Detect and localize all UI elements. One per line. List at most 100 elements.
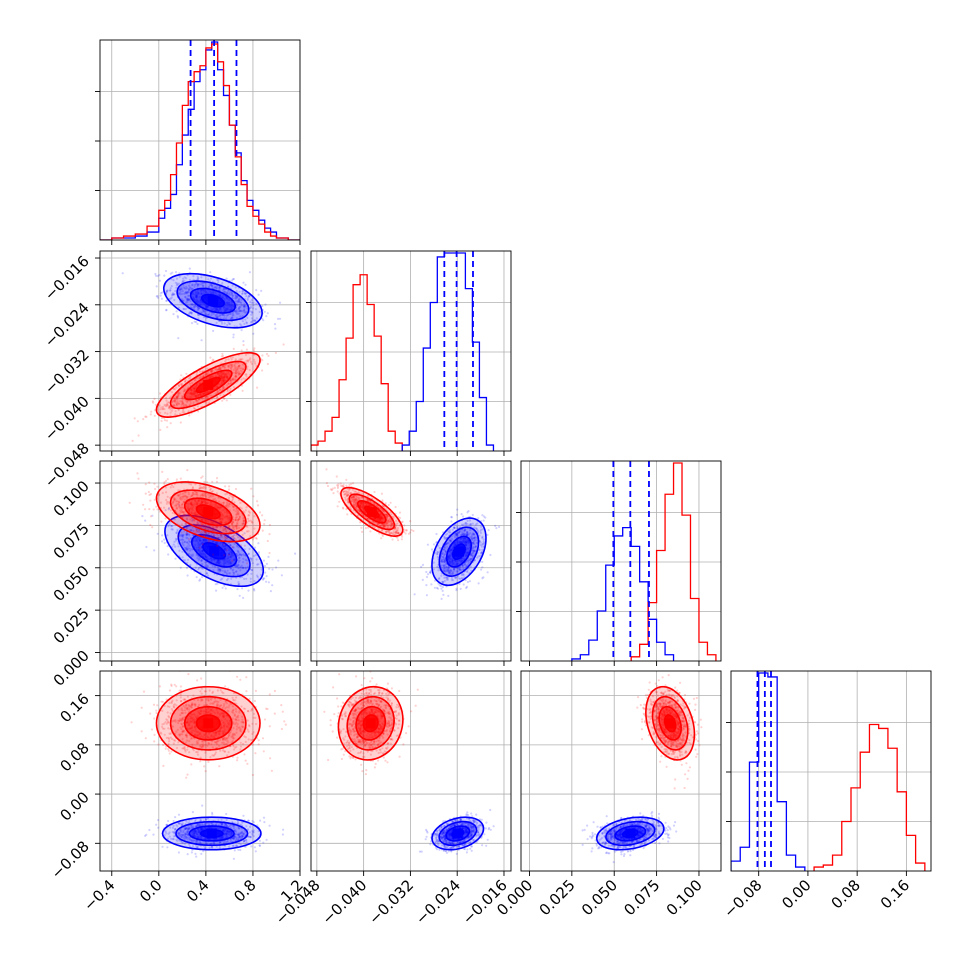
scatter-point (236, 511, 239, 515)
scatter-point (450, 539, 453, 542)
scatter-point (182, 500, 185, 504)
scatter-point (443, 560, 446, 563)
scatter-point (185, 285, 188, 288)
scatter-point (440, 597, 443, 601)
scatter-point (428, 571, 431, 574)
scatter-point (229, 544, 232, 547)
scatter-point (179, 496, 182, 499)
scatter-point (219, 366, 222, 370)
scatter-point (219, 568, 222, 572)
scatter-point (242, 566, 245, 569)
scatter-point (178, 534, 181, 537)
scatter-point (215, 499, 218, 502)
scatter-point (238, 582, 241, 586)
scatter-point (256, 500, 259, 503)
scatter-point (246, 316, 249, 319)
scatter-point (203, 525, 206, 528)
scatter-point (208, 284, 211, 287)
scatter-point (153, 498, 156, 501)
scatter-point (472, 547, 475, 550)
scatter-point (206, 395, 209, 398)
scatter-point (215, 369, 219, 372)
scatter-point (249, 535, 252, 538)
scatter-point (231, 311, 234, 315)
scatter-point (196, 283, 200, 286)
scatter-point (193, 306, 196, 309)
scatter-point (208, 285, 211, 289)
scatter-point (227, 528, 230, 531)
scatter-point (171, 293, 174, 296)
scatter-point (229, 567, 233, 570)
scatter-point (243, 554, 246, 557)
scatter-point (181, 402, 184, 405)
scatter-point (189, 375, 192, 378)
scatter-point (184, 380, 187, 383)
scatter-point (247, 530, 250, 533)
scatter-point (248, 511, 252, 514)
scatter-point (242, 557, 245, 560)
scatter-point (249, 557, 252, 560)
scatter-point (239, 538, 242, 541)
scatter-point (476, 530, 479, 533)
scatter-point (238, 300, 241, 303)
scatter-point (178, 549, 181, 552)
scatter-point (480, 525, 483, 528)
scatter-point (185, 533, 188, 536)
scatter-point (145, 545, 148, 549)
scatter-point (180, 523, 183, 526)
scatter-point (426, 573, 430, 576)
scatter-point (148, 508, 151, 511)
scatter-point (204, 312, 207, 316)
scatter-point (473, 537, 476, 540)
scatter-point (232, 368, 235, 371)
scatter-point (198, 283, 201, 286)
scatter-point (199, 578, 202, 581)
scatter-point (458, 568, 462, 571)
scatter-point (208, 532, 211, 535)
scatter-point (341, 506, 344, 509)
scatter-point (155, 295, 158, 298)
scatter-point (476, 522, 479, 525)
scatter-point (232, 505, 235, 508)
scatter-point (238, 372, 241, 375)
scatter-point (241, 587, 244, 590)
axes-frame (99, 460, 301, 662)
scatter-point (237, 518, 240, 521)
scatter-point (176, 528, 179, 531)
scatter-point (195, 400, 198, 403)
scatter-point (196, 494, 199, 497)
scatter-point (455, 533, 458, 536)
scatter-point (255, 317, 258, 320)
scatter-point (468, 558, 471, 562)
scatter-point (195, 530, 198, 533)
scatter-point (223, 584, 226, 587)
scatter-point (149, 493, 152, 496)
scatter-point (181, 538, 184, 541)
scatter-point (481, 542, 484, 545)
scatter-point (495, 527, 498, 530)
scatter-point (442, 558, 445, 561)
scatter-point (137, 434, 140, 437)
scatter-point (218, 500, 221, 503)
scatter-point (238, 553, 241, 556)
scatter-point (222, 365, 225, 368)
scatter-point (210, 284, 214, 287)
scatter-point (254, 362, 257, 365)
scatter-point (443, 535, 446, 539)
scatter-point (186, 541, 189, 544)
scatter-point (219, 569, 222, 573)
scatter-point (178, 505, 181, 508)
scatter-point (179, 493, 182, 496)
scatter-point (154, 272, 157, 276)
scatter-point (182, 513, 186, 516)
scatter-point (245, 530, 249, 533)
scatter-point (448, 570, 451, 573)
scatter-point (200, 559, 203, 562)
scatter-point (162, 405, 165, 408)
panel-content (121, 267, 285, 442)
scatter-point (196, 282, 199, 286)
scatter-point (241, 566, 245, 569)
scatter-point (161, 470, 164, 473)
scatter-point (234, 372, 237, 375)
scatter-point (179, 509, 182, 512)
